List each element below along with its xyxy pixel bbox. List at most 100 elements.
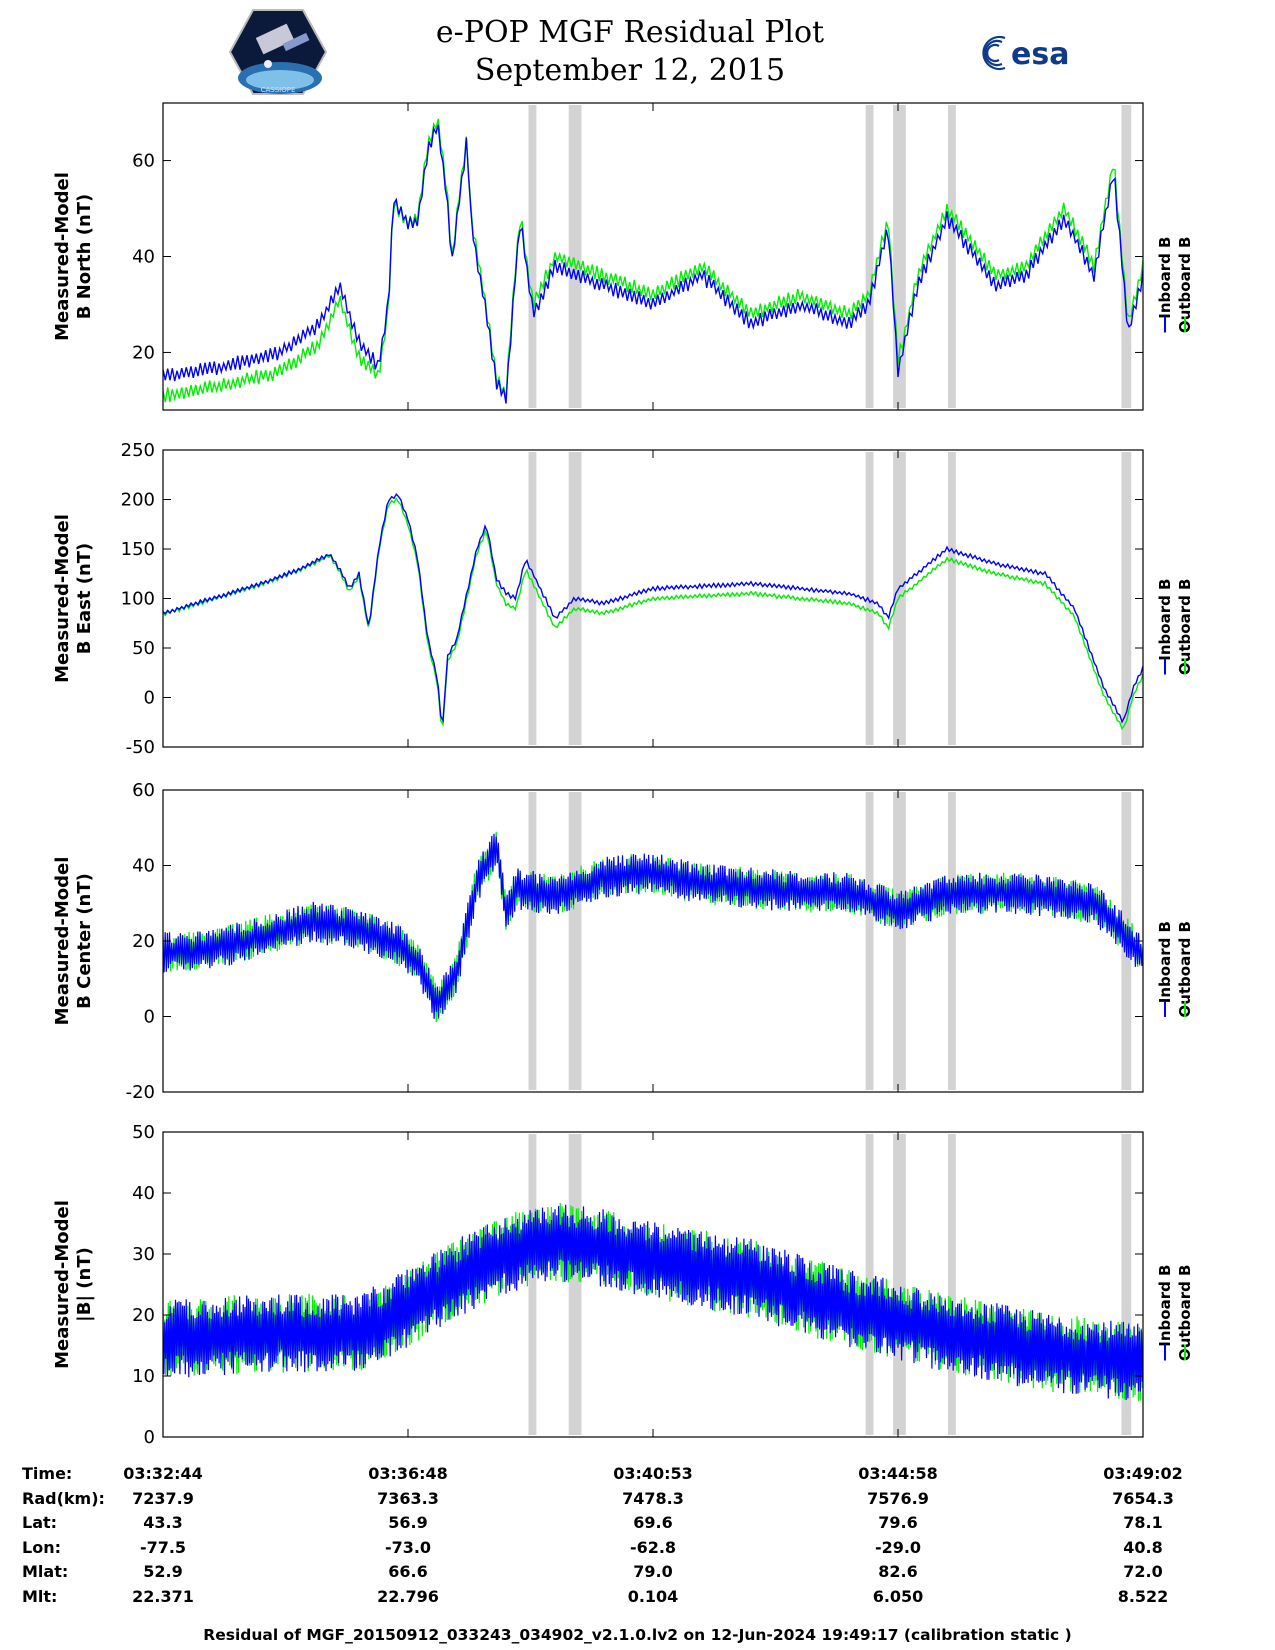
info-cell: 79.0	[633, 1562, 673, 1581]
info-row-label: Rad(km):	[22, 1488, 105, 1508]
y-tick-label: 20	[132, 1305, 155, 1326]
header: CASSIOPE e-POP MGF Residual Plot Septemb…	[0, 0, 1275, 100]
y-tick-label: 40	[132, 856, 155, 877]
y-tick-label: -20	[126, 1082, 155, 1103]
y-tick-label: 150	[121, 539, 155, 560]
legend-label: Inboard B	[1156, 579, 1174, 661]
info-cell: 03:49:02	[1103, 1464, 1183, 1483]
data-gap-band	[1121, 452, 1132, 745]
y-axis-label: Measured-Model	[52, 1200, 73, 1369]
info-cell: 72.0	[1123, 1562, 1163, 1581]
panel-2: -50 0 50 100 150 200 250 Measured-Model B East (…	[52, 440, 1194, 758]
outboard-series-line	[163, 497, 1143, 731]
info-cell: 7654.3	[1112, 1488, 1174, 1508]
y-axis-label: Measured-Model	[52, 514, 73, 683]
data-gap-band	[893, 1134, 906, 1435]
legend-label: Outboard B	[1176, 237, 1194, 334]
y-tick-label: 100	[121, 589, 155, 610]
info-row: Lon: -77.5 -73.0 -62.8 -29.0 40.8	[0, 1536, 1275, 1560]
inboard-series-line	[163, 493, 1143, 724]
data-gap-band	[947, 452, 956, 745]
data-gap-band	[865, 792, 874, 1090]
info-cell: 22.371	[132, 1586, 194, 1606]
data-gap-band	[568, 792, 582, 1090]
info-cell: 6.050	[872, 1586, 924, 1606]
footer-caption: Residual of MGF_20150912_033243_034902_v…	[203, 1626, 1072, 1644]
data-gap-band	[528, 1134, 537, 1435]
info-cell: 22.796	[377, 1586, 439, 1606]
info-row: Mlt: 22.371 22.796 0.104 6.050 8.522	[0, 1585, 1275, 1609]
data-gap-band	[1121, 105, 1132, 408]
info-cell: 56.9	[388, 1513, 428, 1532]
data-gap-band	[947, 792, 956, 1090]
y-tick-label: 0	[144, 688, 155, 709]
legend-label: Outboard B	[1176, 579, 1194, 676]
plot-frame	[162, 102, 1144, 411]
info-cell: 7237.9	[132, 1488, 194, 1508]
outboard-series-line	[163, 118, 1143, 403]
legend-label: Outboard B	[1176, 1265, 1194, 1362]
info-row-label: Mlt:	[22, 1586, 58, 1606]
data-gap-band	[528, 452, 537, 745]
info-row-label: Lat:	[22, 1513, 58, 1532]
legend-label: Outboard B	[1176, 921, 1194, 1018]
info-row: Lat: 43.3 56.9 69.6 79.6 78.1	[0, 1511, 1275, 1535]
data-gap-band	[865, 1134, 874, 1435]
data-gap-band	[893, 792, 906, 1090]
info-row-label: Time:	[22, 1464, 73, 1483]
data-gap-band	[1121, 1134, 1132, 1435]
data-gap-band	[528, 792, 537, 1090]
info-row: Time: 03:32:44 03:36:48 03:40:53 03:44:58 03:…	[0, 1462, 1275, 1486]
info-cell: 78.1	[1123, 1513, 1163, 1532]
info-cell: -62.8	[629, 1537, 677, 1557]
info-cell: -73.0	[384, 1537, 432, 1557]
data-gap-band	[947, 1134, 956, 1435]
title-line-1: e-POP MGF Residual Plot	[435, 15, 825, 50]
info-cell: 82.6	[878, 1562, 918, 1581]
info-cell: 03:36:48	[368, 1464, 448, 1483]
y-tick-label: 60	[132, 151, 155, 172]
legend-label: Inboard B	[1156, 1265, 1174, 1347]
cassiope-logo: CASSIOPE	[228, 8, 328, 96]
data-gap-band	[947, 105, 956, 408]
esa-logo: esa	[975, 30, 1095, 75]
legend-label: Inboard B	[1156, 921, 1174, 1003]
svg-text:CASSIOPE: CASSIOPE	[261, 86, 296, 94]
info-cell: -29.0	[874, 1537, 922, 1557]
y-tick-label: 30	[132, 1244, 155, 1265]
y-tick-label: -50	[126, 737, 155, 758]
y-axis-label: B East (nT)	[74, 543, 95, 655]
info-cell: 7478.3	[622, 1488, 684, 1508]
y-axis-label: |B| (nT)	[74, 1247, 95, 1322]
info-cell: 66.6	[388, 1562, 428, 1581]
y-axis-label: Measured-Model	[52, 172, 73, 341]
data-gap-band	[568, 1134, 582, 1435]
data-gap-band	[865, 105, 874, 408]
data-gap-band	[528, 105, 537, 408]
y-tick-label: 20	[132, 342, 155, 363]
y-tick-label: 50	[132, 1122, 155, 1143]
info-cell: 03:40:53	[613, 1464, 693, 1483]
y-tick-label: 60	[132, 780, 155, 801]
info-cell: 69.6	[633, 1513, 673, 1532]
info-cell: 7576.9	[867, 1488, 929, 1508]
plot-frame	[162, 1131, 1144, 1438]
info-cell: 79.6	[878, 1513, 918, 1532]
y-axis-label: B Center (nT)	[74, 873, 95, 1009]
y-tick-label: 50	[132, 638, 155, 659]
info-cell: 52.9	[143, 1562, 183, 1581]
y-tick-label: 250	[121, 440, 155, 461]
data-gap-band	[893, 452, 906, 745]
orbit-info-table: Time: 03:32:44 03:36:48 03:40:53 03:44:58 03:…	[0, 1462, 1275, 1612]
y-tick-label: 10	[132, 1366, 155, 1387]
info-row: Mlat: 52.9 66.6 79.0 82.6 72.0	[0, 1560, 1275, 1584]
info-cell: 8.522	[1117, 1586, 1169, 1606]
info-row-label: Mlat:	[22, 1562, 69, 1581]
y-tick-label: 0	[144, 1427, 155, 1448]
panel-3: -20 0 20 40 60 Measured-Model B Center (nT) Inb…	[52, 780, 1194, 1103]
info-cell: 03:32:44	[123, 1464, 203, 1483]
info-cell: 40.8	[1123, 1537, 1163, 1557]
data-gap-band	[568, 105, 582, 408]
svg-text:esa: esa	[1011, 37, 1069, 72]
